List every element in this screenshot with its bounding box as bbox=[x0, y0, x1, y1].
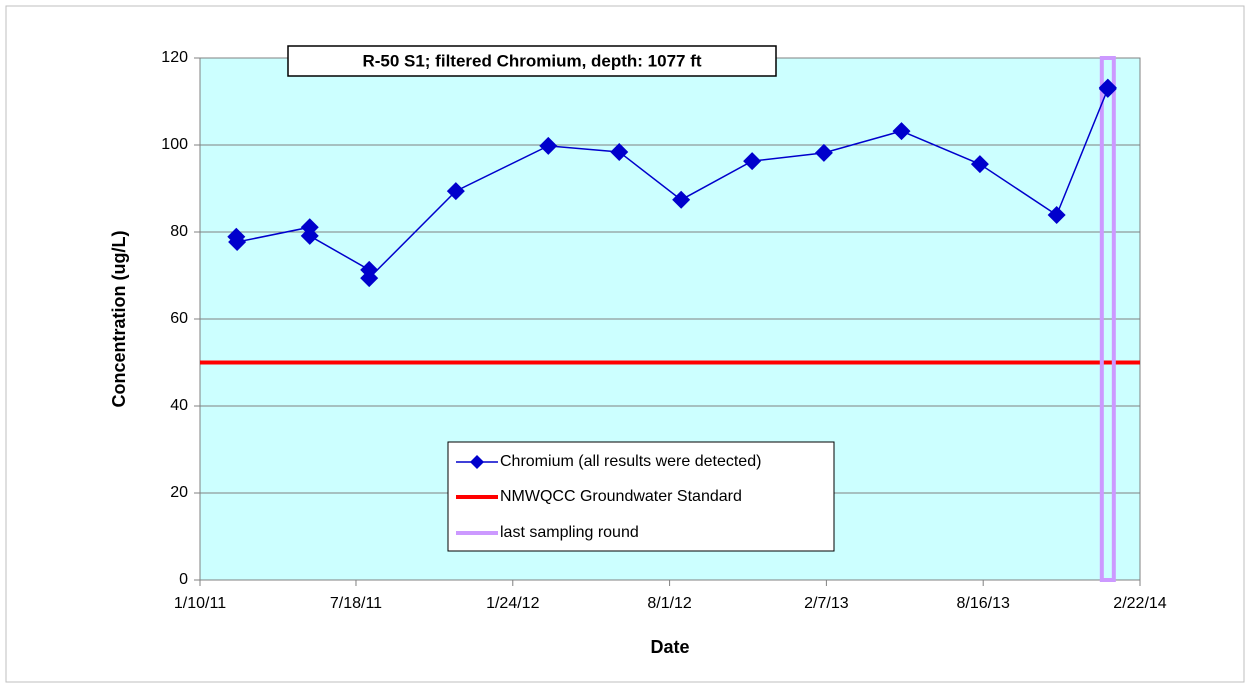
legend-label: Chromium (all results were detected) bbox=[500, 453, 761, 470]
data-point bbox=[970, 155, 989, 174]
data-point bbox=[300, 226, 319, 245]
y-tick-label: 20 bbox=[170, 484, 188, 501]
y-tick-label: 120 bbox=[161, 49, 188, 66]
title-box bbox=[287, 45, 777, 77]
legend bbox=[447, 441, 835, 552]
x-axis-label: Date bbox=[650, 637, 689, 657]
y-axis-label: Concentration (ug/L) bbox=[109, 231, 129, 408]
data-point bbox=[672, 190, 691, 209]
y-tick-label: 80 bbox=[170, 223, 188, 240]
y-tick-label: 60 bbox=[170, 310, 188, 327]
y-tick-label: 100 bbox=[161, 136, 188, 153]
x-tick-label: 7/18/11 bbox=[330, 595, 382, 612]
data-point bbox=[743, 152, 762, 171]
chart-title: R-50 S1; filtered Chromium, depth: 1077 … bbox=[362, 51, 701, 70]
data-point bbox=[1098, 78, 1117, 97]
y-tick-label: 40 bbox=[170, 397, 188, 414]
data-point bbox=[1047, 206, 1066, 225]
data-point bbox=[539, 136, 558, 155]
last-sampling-bar bbox=[1099, 56, 1116, 582]
x-tick-label: 8/1/12 bbox=[647, 595, 692, 612]
x-tick-label: 8/16/13 bbox=[957, 595, 1010, 612]
legend-label: last sampling round bbox=[500, 524, 639, 541]
x-tick-label: 1/10/11 bbox=[174, 595, 226, 612]
data-point bbox=[360, 269, 379, 288]
legend-label: NMWQCC Groundwater Standard bbox=[500, 488, 742, 505]
legend-swatch bbox=[470, 455, 484, 469]
x-tick-label: 1/24/12 bbox=[486, 595, 539, 612]
data-point bbox=[446, 182, 465, 201]
x-tick-label: 2/22/14 bbox=[1113, 595, 1166, 612]
y-tick-label: 0 bbox=[179, 571, 188, 588]
x-tick-label: 2/7/13 bbox=[804, 595, 849, 612]
data-point bbox=[892, 122, 911, 141]
data-point bbox=[610, 142, 629, 161]
data-point bbox=[228, 233, 247, 252]
data-point bbox=[814, 143, 833, 162]
